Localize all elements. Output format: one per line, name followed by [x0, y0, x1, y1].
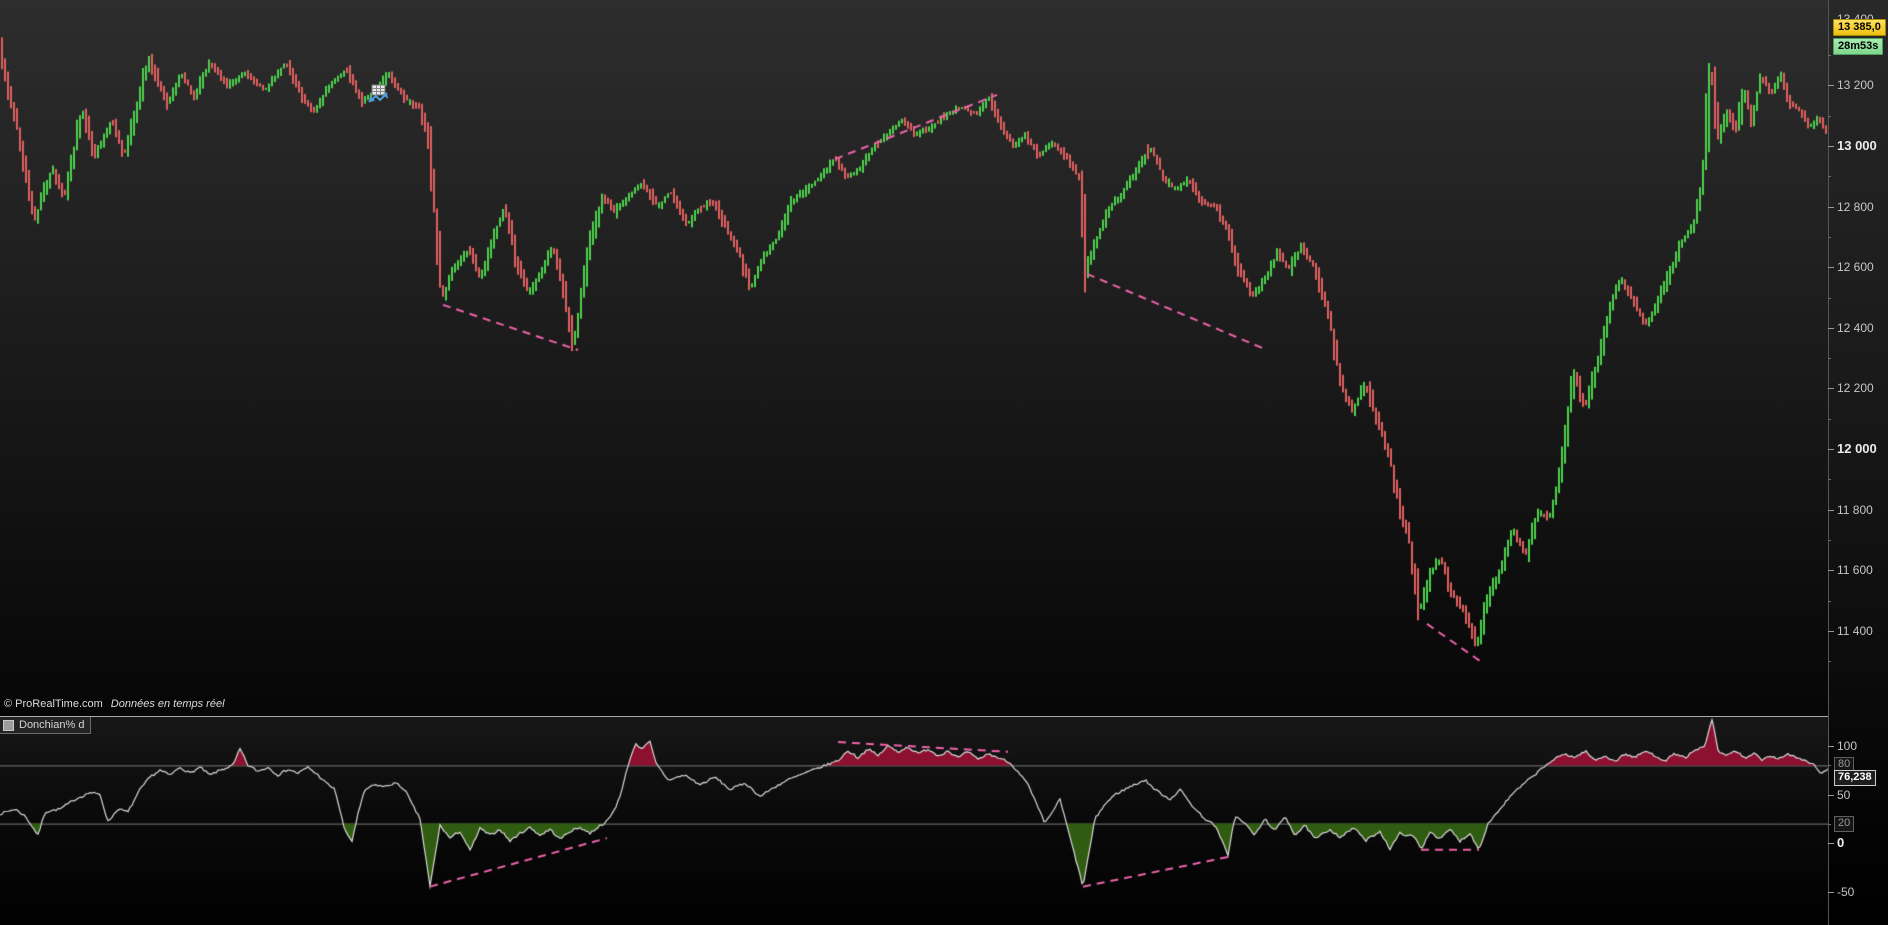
zoom-cursor-icon: [366, 84, 392, 106]
price-axis-label: 12 800: [1837, 199, 1874, 214]
indicator-band-label: 80: [1834, 757, 1855, 774]
indicator-band-label: 20: [1834, 815, 1855, 832]
axis-major-tick: [1828, 146, 1834, 148]
price-axis-label: 12 200: [1837, 381, 1874, 396]
axis-major-tick: [1828, 509, 1834, 511]
axis-minor-tick: [1828, 55, 1831, 57]
axis-minor-tick: [1828, 358, 1831, 360]
axis-major-tick: [1828, 630, 1834, 632]
indicator-legend-label: Donchian% d: [19, 718, 85, 731]
price-axis-label: 12 400: [1837, 320, 1874, 335]
indicator-canvas[interactable]: [0, 717, 1828, 925]
copyright-text: © ProRealTime.com: [4, 698, 103, 710]
price-axis-label: 11 600: [1837, 563, 1873, 578]
price-axis-label: 12 000: [1837, 441, 1877, 457]
price-axis-label: 11 400: [1837, 623, 1873, 638]
axis-minor-tick: [1828, 418, 1831, 420]
axis-minor-tick: [1828, 540, 1831, 541]
axis-minor-tick: [1828, 600, 1831, 602]
axis-major-tick: [1828, 843, 1834, 844]
axis-minor-tick: [1828, 661, 1831, 663]
indicator-axis-label: 100: [1837, 739, 1858, 753]
axis-major-tick: [1828, 85, 1834, 87]
axis-major-tick: [1828, 267, 1834, 269]
axis-major-tick: [1828, 327, 1834, 329]
realtime-text: Données en temps réel: [110, 698, 225, 710]
indicator-axis-label: 0: [1837, 835, 1845, 850]
axis-major-tick: [1828, 449, 1834, 451]
indicator-axis-label: 50: [1837, 787, 1851, 802]
axis-minor-tick: [1828, 823, 1831, 825]
axis-major-tick: [1828, 891, 1834, 893]
axis-major-tick: [1828, 794, 1834, 796]
legend-swatch-icon: [3, 719, 14, 731]
price-chart-canvas[interactable]: [0, 0, 1828, 717]
indicator-current-value-badge: 76,238: [1834, 770, 1876, 787]
last-price-badge: 13 385,0: [1833, 19, 1886, 36]
axis-minor-tick: [1828, 236, 1831, 238]
axis-minor-tick: [1828, 176, 1831, 178]
price-axis-label: 13 000: [1837, 138, 1877, 154]
axis-major-tick: [1828, 206, 1834, 208]
axis-minor-tick: [1828, 115, 1831, 117]
pane-separator: [0, 716, 1828, 717]
countdown-badge: 28m53s: [1833, 38, 1884, 55]
price-axis-label: 12 600: [1837, 260, 1874, 275]
copyright-note: © ProRealTime.com Données en temps réel: [4, 698, 225, 710]
axis-major-tick: [1828, 746, 1834, 747]
axis-minor-tick: [1828, 297, 1831, 299]
price-pane[interactable]: [0, 0, 1828, 717]
indicator-axis-label: -50: [1837, 884, 1855, 899]
axis-minor-tick: [1828, 765, 1831, 767]
price-axis-label: 11 800: [1837, 502, 1873, 517]
axis-major-tick: [1828, 570, 1834, 572]
indicator-pane[interactable]: [0, 717, 1828, 925]
indicator-legend[interactable]: Donchian% d: [0, 717, 92, 734]
price-axis-label: 13 200: [1837, 78, 1874, 93]
axis-major-tick: [1828, 388, 1834, 390]
axis-minor-tick: [1828, 479, 1831, 481]
